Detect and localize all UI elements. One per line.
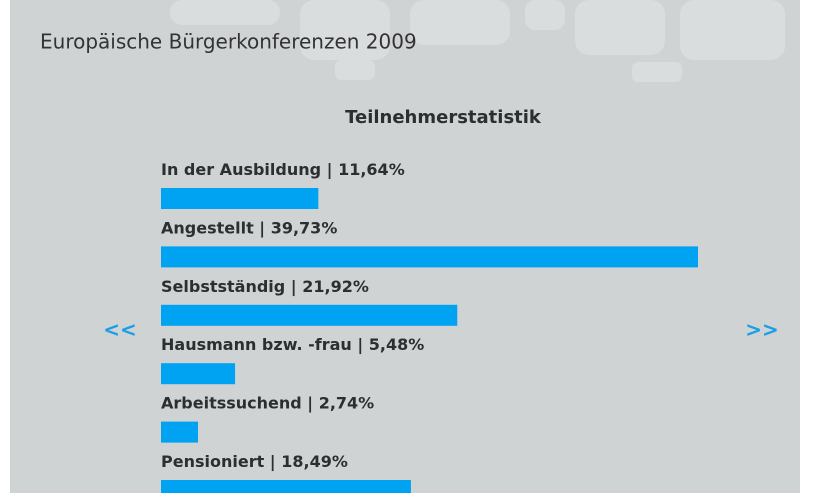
value-label: 5,48% [369, 335, 425, 354]
bar-label: Hausmann bzw. -frau | 5,48% [161, 335, 424, 355]
separator: | [352, 335, 369, 355]
category-label: Selbstständig [161, 276, 285, 295]
category-label: Pensioniert [161, 452, 265, 471]
separator: | [264, 452, 281, 472]
value-label: 21,92% [302, 276, 369, 295]
bar-label: Angestellt | 39,73% [161, 218, 337, 238]
category-label: Angestellt [161, 218, 254, 237]
bar-label: Pensioniert | 18,49% [161, 452, 348, 472]
bar [161, 304, 458, 326]
separator: | [285, 276, 302, 296]
chart-title: Teilnehmerstatistik [345, 107, 542, 128]
prev-button[interactable]: << [103, 318, 137, 342]
separator: | [254, 218, 271, 238]
bar [161, 480, 411, 493]
page-title: Europäische Bürgerkonferenzen 2009 [40, 30, 417, 54]
category-label: Hausmann bzw. -frau [161, 335, 352, 354]
bar-label: Arbeitssuchend | 2,74% [161, 393, 374, 413]
separator: | [302, 393, 319, 413]
value-label: 11,64% [338, 160, 405, 179]
separator: | [321, 160, 338, 180]
value-label: 2,74% [319, 393, 375, 412]
background-bubbles [170, 0, 785, 82]
value-label: 18,49% [281, 452, 348, 471]
bar [161, 363, 236, 385]
category-label: Arbeitssuchend [161, 393, 302, 412]
value-label: 39,73% [271, 218, 338, 237]
category-label: In der Ausbildung [161, 160, 321, 179]
bar [161, 188, 319, 209]
bar [161, 421, 199, 443]
bar-label: Selbstständig | 21,92% [161, 276, 369, 296]
next-button[interactable]: >> [745, 318, 779, 342]
bar-label: In der Ausbildung | 11,64% [161, 160, 405, 180]
bar [161, 246, 698, 268]
